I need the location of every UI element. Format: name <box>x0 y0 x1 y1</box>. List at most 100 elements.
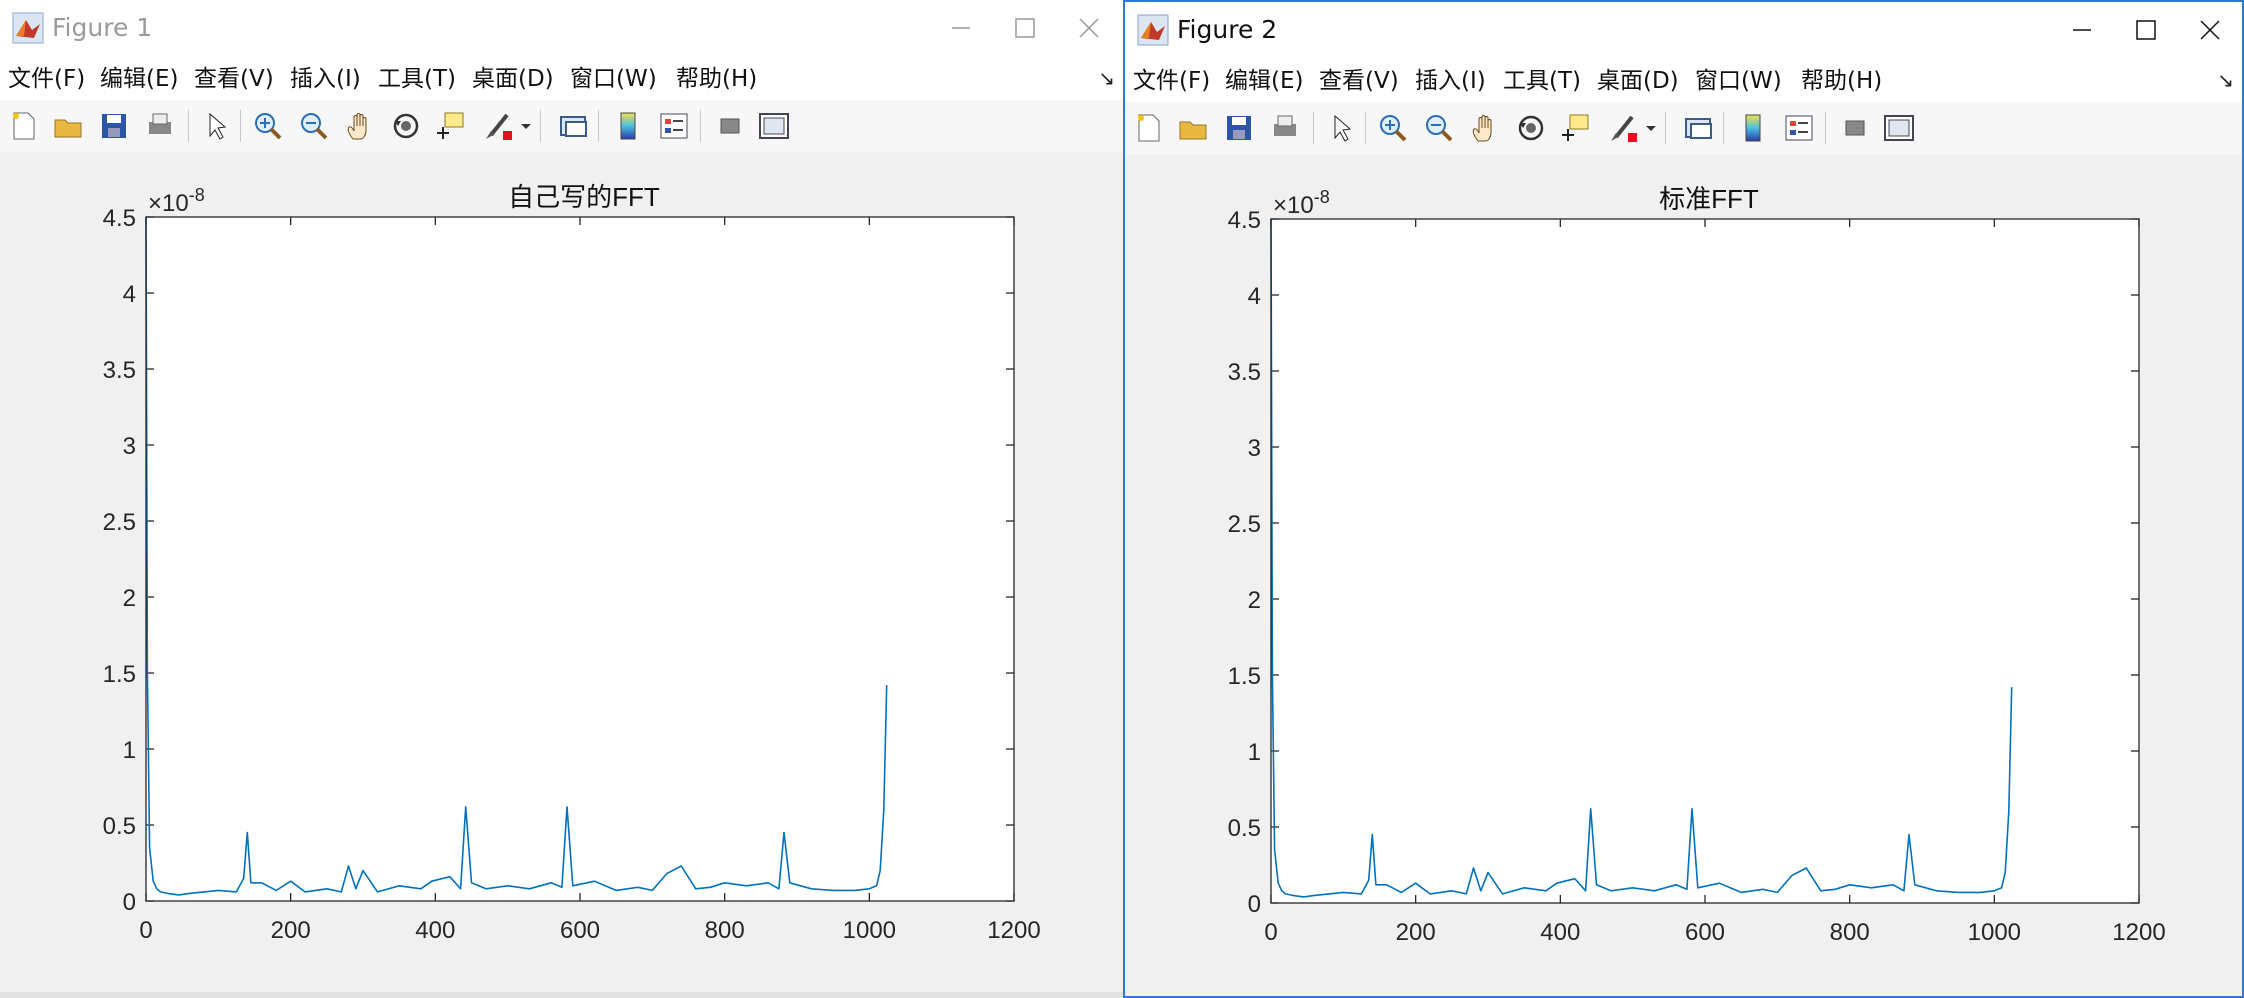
y-tick-label: 0.5 <box>103 813 136 840</box>
figure-toolbar <box>0 100 1123 153</box>
rotate-3d-icon[interactable] <box>388 108 424 144</box>
maximize-button[interactable] <box>2114 6 2178 54</box>
y-tick-label: 1.5 <box>103 661 136 688</box>
y-exponent-base: ×10 <box>148 190 189 217</box>
data-cursor-icon[interactable] <box>432 108 468 144</box>
menu-file[interactable]: 文件(F) <box>8 66 86 92</box>
select-arrow-icon[interactable] <box>198 108 234 144</box>
figure-window-1: Figure 1 文件(F) 编辑(E) 查看(V) 插入(I) 工具(T) 桌… <box>0 0 1123 998</box>
brush-dropdown-icon[interactable] <box>518 108 534 144</box>
dock-arrow-icon[interactable]: ↘ <box>2217 68 2234 92</box>
x-tick-label: 800 <box>705 917 745 944</box>
toolbar-separator <box>540 110 541 142</box>
x-tick-label: 600 <box>1685 919 1725 946</box>
y-tick-label: 2.5 <box>103 509 136 536</box>
close-button[interactable] <box>1057 4 1121 52</box>
print-icon[interactable] <box>142 108 178 144</box>
fft-plot-standard[interactable]: 0 200 400 600 800 1000 1200 0 0.5 1 1.5 2 2.5 3 3.5 4 4.… <box>1125 154 2242 996</box>
menu-view[interactable]: 查看(V) <box>194 66 274 92</box>
maximize-button[interactable] <box>993 4 1057 52</box>
save-icon[interactable] <box>96 108 132 144</box>
x-tick-label: 800 <box>1830 919 1870 946</box>
menu-window[interactable]: 窗口(W) <box>570 66 657 92</box>
rotate-3d-icon[interactable] <box>1513 110 1549 146</box>
series-line <box>145 216 888 896</box>
show-plot-tools-icon[interactable] <box>756 108 792 144</box>
chart-title: 标准FFT <box>1659 184 1759 214</box>
dock-arrow-icon[interactable]: ↘ <box>1098 66 1115 90</box>
maximize-icon <box>2136 20 2156 40</box>
menu-edit[interactable]: 编辑(E) <box>100 66 179 92</box>
bottom-border <box>0 992 1123 998</box>
menu-insert[interactable]: 插入(I) <box>1415 68 1486 94</box>
x-tick-label: 1000 <box>843 917 896 944</box>
insert-legend-icon[interactable] <box>1781 110 1817 146</box>
brush-dropdown-icon[interactable] <box>1643 110 1659 146</box>
minimize-button[interactable] <box>2050 6 2114 54</box>
close-icon <box>1079 18 1099 38</box>
figure-window-2: Figure 2 文件(F) 编辑(E) 查看(V) 插入(I) 工具(T) 桌… <box>1123 0 2244 998</box>
link-plot-icon[interactable] <box>1681 110 1717 146</box>
insert-legend-icon[interactable] <box>656 108 692 144</box>
data-cursor-icon[interactable] <box>1557 110 1593 146</box>
save-icon[interactable] <box>1221 110 1257 146</box>
close-icon <box>2200 20 2220 40</box>
menu-insert[interactable]: 插入(I) <box>290 66 361 92</box>
x-tick-label: 0 <box>1264 919 1277 946</box>
zoom-in-icon[interactable] <box>1375 110 1411 146</box>
insert-colorbar-icon[interactable] <box>610 108 646 144</box>
menu-help[interactable]: 帮助(H) <box>1801 68 1883 94</box>
brush-icon[interactable] <box>480 108 516 144</box>
y-tick-label: 1 <box>1248 739 1261 766</box>
link-plot-icon[interactable] <box>556 108 592 144</box>
insert-colorbar-icon[interactable] <box>1735 110 1771 146</box>
new-figure-icon[interactable] <box>1131 110 1167 146</box>
figure-canvas[interactable]: 0 200 400 600 800 1000 1200 0 0.5 1 1.5 2 2.5 3 3.5 4 4.… <box>0 152 1123 998</box>
show-plot-tools-icon[interactable] <box>1881 110 1917 146</box>
open-file-icon[interactable] <box>50 108 86 144</box>
title-bar[interactable]: Figure 2 <box>1125 2 2242 58</box>
axes-box <box>145 216 1015 902</box>
x-tick-label: 400 <box>1540 919 1580 946</box>
zoom-out-icon[interactable] <box>296 108 332 144</box>
menu-window[interactable]: 窗口(W) <box>1695 68 1782 94</box>
matlab-logo-icon <box>12 12 44 44</box>
toolbar-separator <box>1723 112 1724 144</box>
new-figure-icon[interactable] <box>6 108 42 144</box>
menu-help[interactable]: 帮助(H) <box>676 66 758 92</box>
y-tick-label: 2.5 <box>1228 511 1261 538</box>
y-tick-label: 0 <box>123 889 136 916</box>
menu-file[interactable]: 文件(F) <box>1133 68 1211 94</box>
menu-tools[interactable]: 工具(T) <box>378 66 456 92</box>
menu-tools[interactable]: 工具(T) <box>1503 68 1581 94</box>
figure-canvas[interactable]: 0 200 400 600 800 1000 1200 0 0.5 1 1.5 2 2.5 3 3.5 4 4.… <box>1125 154 2242 996</box>
fft-plot-custom[interactable]: 0 200 400 600 800 1000 1200 0 0.5 1 1.5 2 2.5 3 3.5 4 4.… <box>0 152 1123 998</box>
y-exponent-power: -8 <box>189 185 205 205</box>
select-arrow-icon[interactable] <box>1323 110 1359 146</box>
close-button[interactable] <box>2178 6 2242 54</box>
open-file-icon[interactable] <box>1175 110 1211 146</box>
zoom-in-icon[interactable] <box>250 108 286 144</box>
pan-hand-icon[interactable] <box>1467 110 1503 146</box>
title-bar[interactable]: Figure 1 <box>0 0 1123 56</box>
zoom-out-icon[interactable] <box>1421 110 1457 146</box>
hide-plot-tools-icon[interactable] <box>1837 110 1873 146</box>
menu-edit[interactable]: 编辑(E) <box>1225 68 1304 94</box>
y-tick-label: 0.5 <box>1228 815 1261 842</box>
print-icon[interactable] <box>1267 110 1303 146</box>
pan-hand-icon[interactable] <box>342 108 378 144</box>
minimize-icon <box>2073 29 2091 31</box>
minimize-button[interactable] <box>929 4 993 52</box>
toolbar-separator <box>1365 112 1366 144</box>
y-exponent-power: -8 <box>1314 187 1330 207</box>
brush-icon[interactable] <box>1605 110 1641 146</box>
maximize-icon <box>1015 18 1035 38</box>
menu-desktop[interactable]: 桌面(D) <box>472 66 554 92</box>
hide-plot-tools-icon[interactable] <box>712 108 748 144</box>
menu-desktop[interactable]: 桌面(D) <box>1597 68 1679 94</box>
axes-background <box>146 217 1014 901</box>
matlab-logo-icon <box>1137 14 1169 46</box>
menu-view[interactable]: 查看(V) <box>1319 68 1399 94</box>
y-tick-label: 2 <box>123 585 136 612</box>
y-tick-label: 3 <box>123 433 136 460</box>
